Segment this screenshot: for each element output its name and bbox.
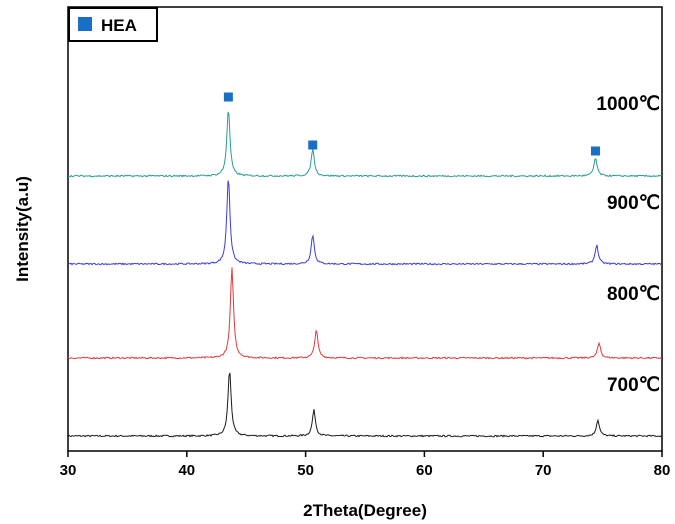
- legend-label: HEA: [101, 16, 137, 35]
- hea-peak-markers: [223, 92, 600, 156]
- x-tick-label: 40: [178, 462, 195, 479]
- plot-frame: [67, 6, 663, 452]
- x-tick-label: 70: [535, 462, 552, 479]
- hea-peak-marker: [308, 140, 318, 150]
- y-axis-title: Intensity(a.u): [13, 176, 32, 282]
- series-traces: [67, 111, 663, 438]
- series-line: [67, 372, 663, 438]
- x-tick-label: 80: [654, 462, 671, 479]
- legend: HEA: [68, 7, 158, 42]
- hea-peak-marker: [590, 146, 600, 156]
- series-label: 1000℃: [596, 94, 660, 115]
- x-tick-label: 30: [60, 462, 77, 479]
- x-axis-title: 2Theta(Degree): [303, 501, 427, 520]
- x-tick-label: 60: [416, 462, 433, 479]
- x-tick-label: 50: [297, 462, 314, 479]
- series-label: 900℃: [607, 193, 660, 214]
- series-label: 700℃: [607, 375, 660, 396]
- series-line: [67, 111, 663, 178]
- series-labels: 700℃ 800℃ 900℃ 1000℃: [596, 94, 660, 396]
- legend-marker-square: [78, 17, 92, 31]
- series-line: [67, 267, 663, 360]
- series-line: [67, 180, 663, 266]
- series-label: 800℃: [607, 284, 660, 305]
- hea-peak-marker: [223, 92, 233, 102]
- x-axis-ticks: 30 40 50 60 70 80: [60, 451, 671, 479]
